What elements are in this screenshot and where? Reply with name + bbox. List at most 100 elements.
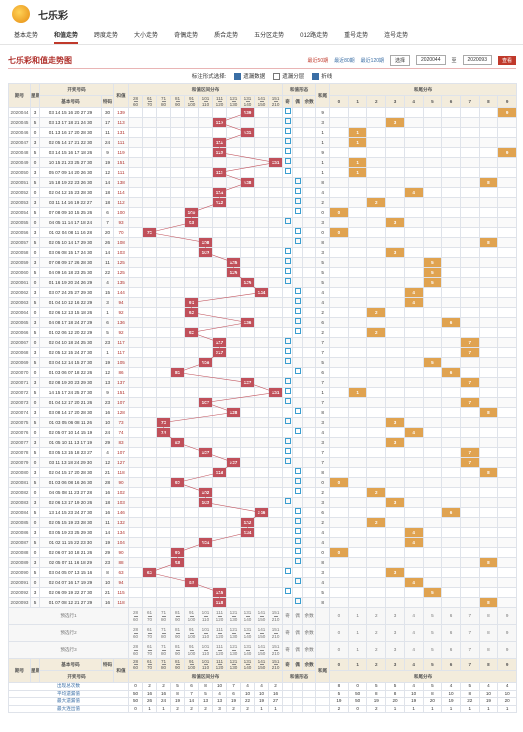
nav-tab[interactable]: 012路走势 — [300, 33, 329, 39]
checkbox[interactable] — [273, 72, 281, 80]
range-cell — [198, 327, 214, 338]
tail-cell — [422, 247, 443, 258]
tail-cell — [441, 517, 461, 528]
tail: 3 — [315, 117, 331, 128]
range-cell — [142, 467, 158, 478]
tail-digit-head: 9 — [497, 658, 517, 671]
tail-cell — [403, 257, 424, 268]
sum: 137 — [113, 377, 130, 388]
stat-value: 24 — [156, 697, 172, 706]
tail-option — [315, 641, 331, 659]
digit-option: 3 — [385, 624, 405, 642]
recent-link[interactable]: 最近50期 — [307, 57, 329, 64]
range-cell — [254, 347, 270, 358]
to-input[interactable]: 2020093 — [462, 55, 492, 65]
sum: 125 — [113, 257, 130, 268]
tail-hit: 5 — [422, 587, 443, 598]
select-box[interactable]: 选择 — [390, 54, 411, 66]
digit-option: 6 — [441, 641, 461, 659]
range-head: 151 210 — [268, 95, 284, 108]
parity-mark — [284, 588, 291, 594]
tail-cell — [329, 137, 349, 148]
tail-cell — [366, 497, 387, 508]
range-head: 91 100 — [184, 624, 200, 642]
range-cell — [142, 577, 158, 588]
range-cell — [268, 167, 284, 178]
even-cell — [292, 567, 304, 578]
view-button[interactable]: 查看 — [497, 55, 516, 65]
tail-cell — [366, 277, 387, 288]
range-dash — [231, 632, 236, 634]
range-cell — [212, 257, 228, 268]
range-cell — [170, 427, 186, 438]
stat-empty — [315, 697, 331, 706]
range-cell — [226, 377, 242, 388]
week: 0 — [30, 157, 40, 168]
range-cell — [184, 157, 200, 168]
nav-tab[interactable]: 和值走势 — [54, 28, 79, 44]
range-cell — [128, 227, 144, 238]
remainder-cell — [302, 457, 317, 468]
range-cell — [156, 357, 172, 368]
range-cell — [142, 327, 158, 338]
stat-value: 16 — [268, 689, 284, 698]
data-row: 2020062 3 03 07 24 25 27 29 30 15 144 144 4 4 — [8, 287, 517, 298]
special-number: 24 — [100, 427, 115, 438]
even-cell — [292, 487, 304, 498]
special-number: 18 — [100, 187, 115, 198]
nav-tab[interactable]: 基本走势 — [14, 33, 39, 39]
tail-cell — [366, 397, 387, 408]
nav-tab[interactable]: 质合走势 — [214, 33, 239, 39]
range-cell — [128, 217, 144, 228]
special-number: 16 — [100, 487, 115, 498]
checkbox[interactable] — [234, 72, 242, 80]
data-row: 2020064 0 02 06 12 13 15 18 26 1 92 92 2 2 — [8, 307, 517, 318]
nav-tab[interactable]: 大小走势 — [134, 33, 159, 39]
range-cell — [170, 277, 186, 288]
special-number: 5 — [100, 327, 115, 338]
nav-tab[interactable]: 奇偶走势 — [174, 33, 199, 39]
tail-cell — [366, 267, 387, 278]
range-cell — [268, 337, 284, 348]
range-from: 101 — [201, 609, 210, 615]
checkbox[interactable] — [312, 72, 320, 80]
tail-cell — [403, 177, 424, 188]
recent-link[interactable]: 最近80期 — [334, 57, 355, 64]
special-number: 17 — [100, 117, 115, 128]
nav-tab[interactable]: 连号走势 — [384, 33, 409, 39]
tail-cell — [459, 157, 480, 168]
remainder-cell — [302, 587, 317, 598]
tail-cell — [422, 537, 443, 548]
nav-tab[interactable]: 跨度走势 — [94, 33, 119, 39]
parity-mark — [284, 158, 291, 164]
range-cell — [156, 547, 172, 558]
tail: 7 — [315, 337, 331, 348]
tail-cell — [478, 307, 499, 318]
tail-cell — [385, 427, 405, 438]
range-cell — [212, 527, 228, 538]
odd-cell — [282, 487, 294, 498]
parity-mark — [284, 418, 291, 424]
parity-mark — [284, 278, 291, 284]
sum: 92 — [113, 307, 130, 318]
range-cell — [142, 137, 158, 148]
basic-numbers: 04 09 16 18 23 25 30 — [39, 267, 102, 278]
nav-tab[interactable]: 重号走势 — [344, 33, 369, 39]
nav-tab[interactable]: 五分区走势 — [254, 33, 285, 39]
recent-link[interactable]: 最近120期 — [360, 57, 385, 64]
parity-mark — [294, 518, 301, 524]
tail-cell — [478, 437, 499, 448]
tail-cell — [385, 557, 405, 568]
range-cell — [156, 237, 172, 248]
tail-cell — [385, 447, 405, 458]
range-cell — [170, 177, 186, 188]
parity-mark — [294, 238, 301, 244]
tail-cell — [347, 527, 368, 538]
range-cell — [156, 537, 172, 548]
tail-cell — [403, 237, 424, 248]
tail-cell — [441, 107, 461, 118]
week: 5 — [30, 327, 40, 338]
range-dash — [161, 664, 166, 665]
from-input[interactable]: 2020044 — [416, 55, 446, 65]
tail: 9 — [315, 147, 331, 158]
